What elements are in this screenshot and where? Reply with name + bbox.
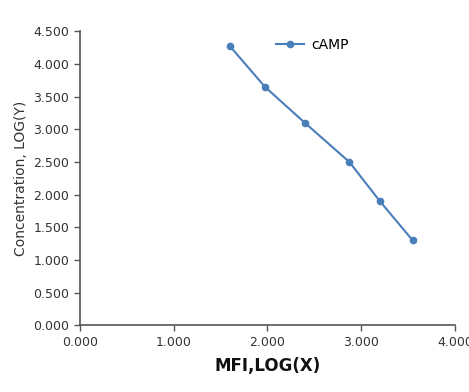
cAMP bbox=[410, 238, 416, 243]
cAMP bbox=[302, 120, 308, 125]
cAMP bbox=[347, 160, 352, 164]
Y-axis label: Concentration, LOG(Y): Concentration, LOG(Y) bbox=[14, 101, 28, 256]
Legend: cAMP: cAMP bbox=[271, 33, 354, 58]
cAMP bbox=[377, 199, 383, 203]
cAMP bbox=[227, 44, 233, 48]
Line: cAMP: cAMP bbox=[227, 43, 416, 243]
cAMP bbox=[262, 85, 268, 89]
X-axis label: MFI,LOG(X): MFI,LOG(X) bbox=[214, 357, 320, 375]
